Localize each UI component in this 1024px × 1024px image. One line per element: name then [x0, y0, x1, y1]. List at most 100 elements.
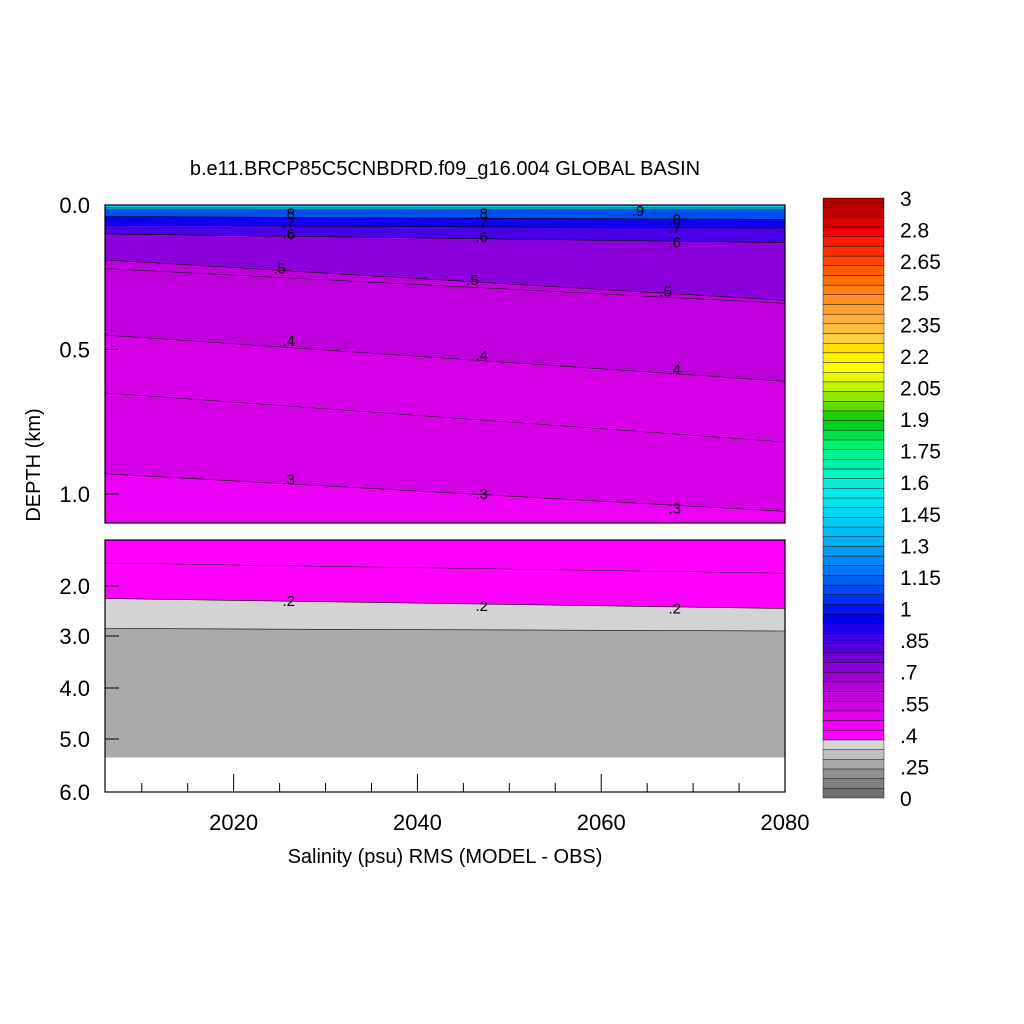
contour-label: .3	[283, 472, 296, 489]
colorbar-label: 2.5	[900, 283, 929, 306]
colorbar-band	[822, 778, 885, 789]
colorbar-label: 1.3	[900, 535, 929, 558]
colorbar-band	[822, 575, 885, 586]
y-tick-label: 4.0	[59, 676, 90, 701]
colorbar-band	[822, 449, 885, 460]
y-tick-label: 0.5	[59, 338, 90, 363]
contour-label: .5	[273, 261, 286, 278]
colorbar-label: .55	[900, 693, 929, 716]
y-tick-label: 1.0	[59, 482, 90, 507]
colorbar-band	[822, 671, 885, 683]
y-axis-label: DEPTH (km)	[23, 408, 45, 521]
colorbar-band	[822, 323, 885, 334]
contour-line-0.5	[104, 259, 786, 301]
lower-panel-frame	[104, 539, 786, 793]
colorbar-band	[822, 701, 885, 712]
contour-label: .4	[475, 347, 488, 364]
colorbar-band	[822, 391, 885, 402]
contour-label: .6	[475, 229, 488, 246]
colorbar-band	[822, 546, 885, 557]
contour-label: .8	[475, 206, 488, 223]
colorbar-band	[822, 768, 885, 779]
contour-label: .4	[283, 333, 296, 350]
contour-line-0.3	[104, 473, 786, 512]
x-axis-label: Salinity (psu) RMS (MODEL - OBS)	[288, 846, 603, 868]
colorbar-band	[822, 255, 885, 266]
colorbar-band	[822, 459, 885, 470]
contour-label: .5	[466, 272, 479, 289]
colorbar-band	[822, 652, 885, 663]
colorbar-label: 3	[900, 188, 912, 211]
colorbar-band	[822, 739, 885, 750]
y-tick-label: 2.0	[59, 574, 90, 599]
colorbar-band	[822, 275, 885, 286]
colorbar-band	[822, 565, 885, 576]
colorbar-band	[822, 226, 885, 237]
contour-label: .4	[668, 362, 681, 379]
colorbar-label: 2.8	[900, 220, 929, 243]
colorbar-band	[822, 691, 885, 702]
contour-label: .2	[283, 593, 296, 610]
contour-line-0.35	[104, 392, 786, 443]
colorbar-band	[822, 420, 885, 431]
colorbar-label: 1.45	[900, 504, 941, 527]
colorbar-label: 1.9	[900, 409, 929, 432]
region-fill-0.95	[105, 205, 785, 209]
colorbar-band	[822, 236, 885, 247]
lower-panel	[105, 540, 785, 792]
colorbar-band	[822, 749, 885, 760]
colorbar-band	[822, 478, 885, 489]
colorbar-band	[822, 584, 885, 595]
axis-ticks	[105, 204, 786, 793]
axis-tick-labels: 2020 2040 2060 2080 0.0 0.5 1.0 2.0 3.0 4.0 5.0 6.0	[59, 193, 809, 835]
contour-line-0.25	[104, 562, 786, 574]
colorbar-band	[822, 788, 885, 799]
y-tick-label: 5.0	[59, 727, 90, 752]
x-tick-label: 2020	[209, 810, 258, 835]
colorbar-label: 2.35	[900, 314, 941, 337]
contour-label: .8	[668, 211, 681, 228]
colorbar-band	[822, 536, 885, 547]
colorbar-band	[822, 294, 885, 305]
colorbar-label: 1.6	[900, 472, 929, 495]
colorbar-band	[822, 507, 885, 518]
colorbar	[822, 197, 885, 799]
colorbar-band	[822, 526, 885, 537]
contour-label: .7	[475, 214, 488, 231]
contour-label: .2	[475, 598, 488, 615]
colorbar-label: 2.65	[900, 251, 941, 274]
colorbar-band	[822, 720, 885, 731]
contour-label: .2	[668, 601, 681, 618]
colorbar-band	[822, 371, 885, 383]
colorbar-band	[822, 217, 885, 228]
colorbar-label: .4	[900, 725, 918, 748]
colorbar-label: 1	[900, 599, 912, 622]
colorbar-band	[822, 662, 885, 673]
colorbar-label: 2.2	[900, 346, 929, 369]
colorbar-band	[822, 517, 885, 528]
colorbar-band	[822, 497, 885, 508]
contour-line-0.2	[104, 598, 786, 609]
colorbar-band	[822, 246, 885, 257]
colorbar-band	[822, 207, 885, 218]
contour-line-0.8	[104, 216, 786, 220]
colorbar-band	[822, 352, 885, 363]
contour-label: .6	[668, 235, 681, 252]
contour-line-0.15	[104, 628, 786, 632]
contour-line-0.7	[104, 224, 786, 229]
colorbar-band	[822, 410, 885, 421]
upper-panel-frame	[104, 204, 786, 524]
colorbar-label: .85	[900, 630, 929, 653]
contour-label: .3	[475, 486, 488, 503]
colorbar-band	[822, 265, 885, 276]
colorbar-band	[822, 313, 885, 325]
upper-panel	[105, 205, 785, 523]
colorbar-band	[822, 710, 885, 721]
contour-label: .9	[632, 203, 645, 220]
contour-labels: .8.7.6.5.4.3.2.8.7.6.5.4.3.2.9.8.7.6.5.4…	[273, 203, 681, 618]
y-tick-label: 6.0	[59, 780, 90, 805]
colorbar-band	[822, 759, 885, 770]
contour-line-0.6	[104, 233, 786, 243]
colorbar-band	[822, 401, 885, 412]
colorbar-band	[822, 362, 885, 373]
